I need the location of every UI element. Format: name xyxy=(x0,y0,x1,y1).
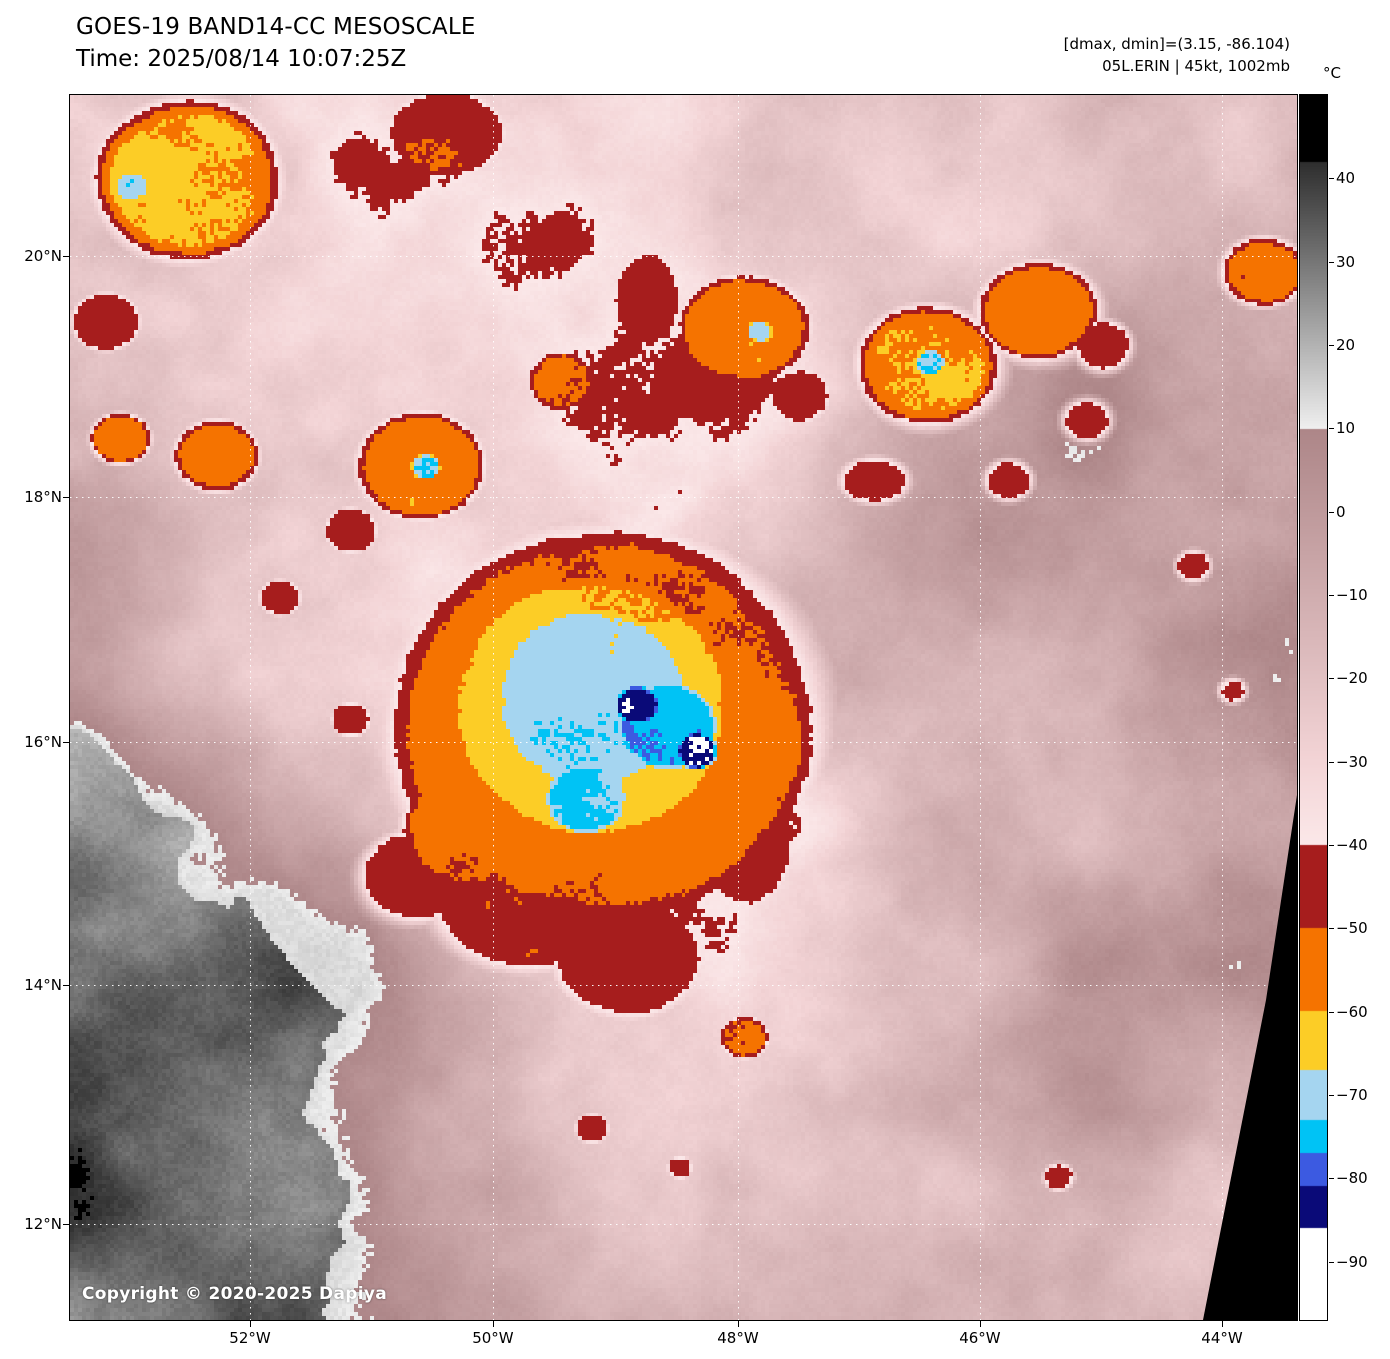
dmax-dmin-annotation: [dmax, dmin]=(3.15, -86.104) xyxy=(1063,35,1290,53)
longitude-label: 50°W xyxy=(472,1329,514,1347)
colorbar-tick-mark xyxy=(1329,178,1334,179)
header-annotations: [dmax, dmin]=(3.15, -86.104) 05L.ERIN | … xyxy=(1064,33,1290,77)
colorbar-tick-label: −20 xyxy=(1336,669,1368,688)
colorbar-tick-label: −30 xyxy=(1336,752,1368,771)
longitude-tick-mark xyxy=(493,1321,494,1327)
colorbar-tick-mark xyxy=(1329,512,1334,513)
colorbar-tick-label: −50 xyxy=(1336,919,1368,938)
longitude-label: 48°W xyxy=(717,1329,759,1347)
longitude-label: 52°W xyxy=(229,1329,271,1347)
satellite-map-canvas xyxy=(70,95,1297,1320)
colorbar-unit-label: °C xyxy=(1323,64,1341,82)
longitude-tick-mark xyxy=(738,1321,739,1327)
colorbar-tick-mark xyxy=(1329,595,1334,596)
product-time: Time: 2025/08/14 10:07:25Z xyxy=(76,46,407,72)
longitude-tick-mark xyxy=(1222,1321,1223,1327)
colorbar-tick-label: 40 xyxy=(1336,169,1356,188)
colorbar-tick-mark xyxy=(1329,1012,1334,1013)
product-title: GOES-19 BAND14-CC MESOSCALE xyxy=(76,14,476,40)
colorbar-tick-label: −80 xyxy=(1336,1169,1368,1188)
colorbar-tick-label: −40 xyxy=(1336,836,1368,854)
colorbar-tick-label: −90 xyxy=(1336,1252,1368,1271)
colorbar-tick-label: 10 xyxy=(1336,419,1356,438)
latitude-label: 16°N xyxy=(24,733,62,752)
colorbar-tick-mark xyxy=(1329,928,1334,929)
longitude-tick-mark xyxy=(250,1321,251,1327)
map-frame: Copyright © 2020-2025 Dapiya xyxy=(69,94,1298,1321)
latitude-label: 12°N xyxy=(24,1214,62,1233)
storm-info-annotation: 05L.ERIN | 45kt, 1002mb xyxy=(1102,57,1290,75)
colorbar-tick-label: 30 xyxy=(1336,252,1356,271)
colorbar-tick-mark xyxy=(1329,678,1334,679)
colorbar-tick-mark xyxy=(1329,1178,1334,1179)
colorbar-canvas xyxy=(1300,95,1327,1320)
latitude-label: 14°N xyxy=(24,975,62,994)
colorbar xyxy=(1299,94,1328,1321)
colorbar-tick-mark xyxy=(1329,845,1334,846)
colorbar-tick-mark xyxy=(1329,1095,1334,1096)
colorbar-tick-label: 0 xyxy=(1336,502,1346,521)
colorbar-tick-label: −60 xyxy=(1336,1002,1368,1021)
header: GOES-19 BAND14-CC MESOSCALE Time: 2025/0… xyxy=(76,14,476,72)
colorbar-tick-mark xyxy=(1329,262,1334,263)
copyright-label: Copyright © 2020-2025 Dapiya xyxy=(82,1284,387,1304)
longitude-label: 44°W xyxy=(1201,1329,1243,1347)
colorbar-tick-label: 20 xyxy=(1336,336,1356,354)
latitude-label: 18°N xyxy=(24,488,62,507)
colorbar-tick-mark xyxy=(1329,762,1334,763)
longitude-tick-mark xyxy=(980,1321,981,1327)
colorbar-tick-label: −10 xyxy=(1336,586,1368,604)
colorbar-tick-label: −70 xyxy=(1336,1086,1368,1104)
colorbar-tick-mark xyxy=(1329,345,1334,346)
longitude-label: 46°W xyxy=(959,1329,1001,1347)
colorbar-tick-mark xyxy=(1329,1262,1334,1263)
colorbar-tick-mark xyxy=(1329,428,1334,429)
latitude-label: 20°N xyxy=(24,246,62,265)
